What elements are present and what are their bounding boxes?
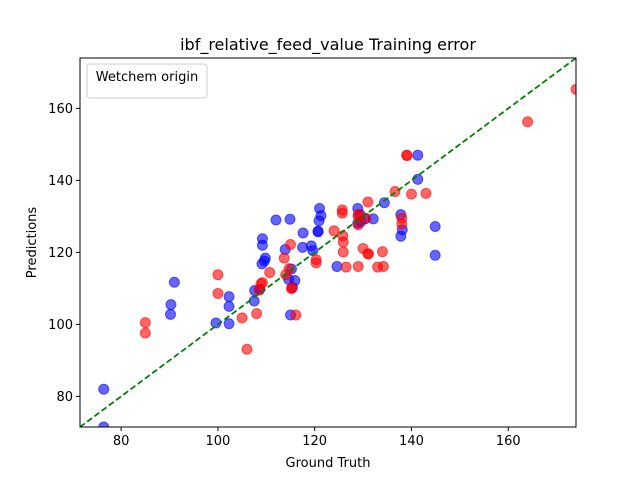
data-point [337, 246, 349, 258]
y-tick-label: 100 [48, 318, 73, 333]
data-point [223, 300, 235, 312]
data-point [297, 227, 309, 239]
data-point [236, 312, 248, 324]
data-point [337, 236, 349, 248]
data-point [212, 287, 224, 299]
data-point [256, 239, 268, 251]
data-point [165, 299, 177, 311]
data-point [98, 383, 110, 395]
x-axis: 80 100 120 140 160 [113, 427, 521, 449]
data-point [139, 327, 151, 339]
data-point [396, 218, 408, 230]
chart-title: ibf_relative_feed_value Training error [180, 35, 476, 55]
data-point [429, 220, 441, 232]
data-point [315, 210, 327, 222]
data-point [98, 421, 110, 427]
x-axis-label: Ground Truth [286, 456, 371, 471]
data-point [328, 225, 340, 237]
data-point [256, 277, 268, 289]
data-point [286, 282, 298, 294]
data-point [362, 196, 374, 208]
x-tick-label: 100 [205, 434, 230, 449]
data-point [164, 308, 176, 320]
y-tick-label: 80 [56, 390, 73, 405]
x-tick-label: 80 [113, 434, 130, 449]
data-point [378, 197, 390, 209]
data-point [352, 260, 364, 272]
legend-box [86, 63, 208, 99]
plot-area [79, 57, 577, 428]
data-point [139, 317, 151, 329]
data-point [284, 238, 296, 250]
data-point [336, 207, 348, 219]
data-point [522, 116, 534, 128]
y-tick-label: 160 [48, 102, 73, 117]
y-tick-label: 120 [48, 246, 73, 261]
data-point [251, 308, 263, 320]
data-point [284, 213, 296, 225]
data-point [212, 269, 224, 281]
data-point [405, 188, 417, 200]
data-point [264, 267, 276, 279]
data-point [270, 214, 282, 226]
data-point [259, 252, 271, 264]
y-axis-label: Predictions [25, 207, 40, 279]
y-tick-label: 140 [48, 174, 73, 189]
data-point [401, 150, 413, 162]
data-point [290, 309, 302, 321]
data-point [278, 252, 290, 264]
plot-border [79, 57, 577, 428]
data-point [429, 249, 441, 261]
x-tick-label: 140 [399, 434, 424, 449]
data-point [376, 246, 388, 258]
reference-line [80, 58, 576, 427]
y-axis: 80 100 120 140 160 [48, 102, 80, 405]
data-point [412, 149, 424, 161]
x-tick-label: 120 [302, 434, 327, 449]
legend: Wetchem origin [86, 63, 208, 99]
data-point [223, 318, 235, 330]
data-point [377, 260, 389, 272]
legend-title: Wetchem origin [96, 70, 198, 85]
x-tick-label: 160 [496, 434, 521, 449]
data-point [362, 248, 374, 260]
data-point [420, 187, 432, 199]
data-point [241, 343, 253, 355]
data-point [331, 260, 343, 272]
data-point [340, 261, 352, 273]
data-point [310, 257, 322, 269]
data-point [223, 291, 235, 303]
data-point [312, 226, 324, 238]
data-point [570, 83, 576, 95]
data-point [168, 276, 180, 288]
